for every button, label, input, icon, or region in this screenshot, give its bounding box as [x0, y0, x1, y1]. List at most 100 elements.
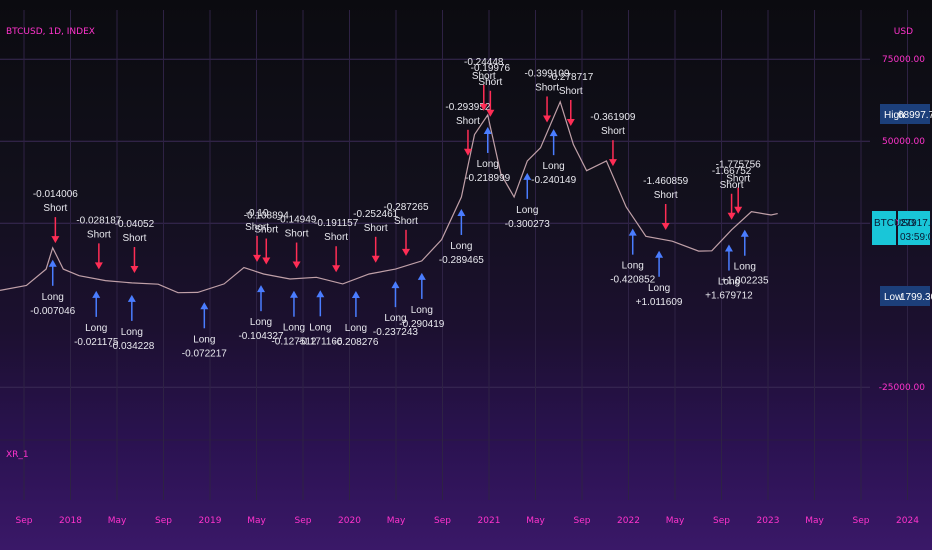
short-value: -0.04052 — [115, 219, 155, 230]
short-value: -0.252461 — [353, 209, 398, 220]
long-label: Long — [543, 161, 565, 172]
x-tick-label: 2020 — [338, 516, 361, 526]
long-arrowhead — [417, 272, 426, 280]
long-value: -0.072217 — [182, 348, 227, 359]
x-tick-label: Sep — [574, 516, 591, 526]
long-value: +1.802235 — [721, 276, 769, 287]
short-label: Short — [535, 82, 559, 93]
long-arrowhead — [200, 302, 209, 310]
indicator-label: XR_1 — [6, 450, 29, 460]
short-value: -1.775756 — [716, 160, 761, 171]
long-signal: Long -0.218999 — [465, 126, 511, 184]
long-arrowhead — [391, 281, 400, 289]
long-label: Long — [309, 322, 331, 333]
x-tick-label: 2021 — [478, 516, 501, 526]
long-signal: Long -0.208276 — [333, 290, 379, 348]
short-value: -1.460859 — [643, 176, 688, 187]
long-arrowhead — [257, 285, 265, 293]
y-tick-label: 50000.00 — [882, 137, 925, 147]
long-label: Long — [283, 323, 305, 334]
long-label: Long — [734, 262, 756, 273]
long-value: -0.208276 — [333, 337, 378, 348]
x-tick-label: 2024 — [896, 516, 919, 526]
current-tag-symbol: BTCUSD — [874, 218, 915, 229]
short-value: -0.399109 — [525, 68, 570, 79]
high-tag-label: High — [884, 110, 905, 121]
short-value: -0.361909 — [590, 112, 635, 123]
short-arrowhead — [94, 262, 103, 270]
y-unit-label: USD — [894, 27, 913, 37]
x-tick-label: Sep — [295, 516, 312, 526]
long-arrowhead — [549, 129, 558, 137]
short-arrowhead — [402, 248, 410, 256]
x-tick-label: 2022 — [617, 516, 640, 526]
long-arrowhead — [655, 250, 664, 258]
x-tick-label: May — [666, 516, 685, 526]
long-label: Long — [42, 292, 64, 303]
short-label: Short — [456, 116, 480, 127]
long-label: Long — [121, 327, 143, 338]
short-signal: -0.361909 Short — [590, 112, 636, 167]
long-arrowhead — [483, 126, 492, 134]
long-label: Long — [648, 283, 670, 294]
short-signal: -0.028187 Short — [76, 215, 122, 270]
short-label: Short — [601, 126, 625, 137]
long-label: Long — [193, 334, 215, 345]
long-label: Long — [345, 323, 367, 334]
long-signal: Long -0.237243 — [373, 281, 418, 338]
high-tag-value: 68997.75 — [898, 110, 932, 121]
long-label: Long — [85, 323, 107, 334]
long-value: -0.171166 — [298, 336, 343, 347]
long-value: -0.289465 — [439, 255, 484, 266]
long-arrowhead — [92, 290, 101, 298]
short-label: Short — [720, 180, 744, 191]
x-tick-label: May — [805, 516, 824, 526]
x-tick-label: May — [526, 516, 545, 526]
short-arrowhead — [486, 109, 495, 117]
short-signal: -0.278717 Short — [548, 72, 594, 126]
long-signal: Long -0.240149 — [531, 129, 577, 186]
x-tick-label: May — [387, 516, 406, 526]
short-arrowhead — [727, 212, 736, 220]
short-arrowhead — [463, 148, 472, 156]
long-value: +1.679712 — [705, 291, 753, 302]
short-value: -0.191157 — [314, 218, 359, 229]
long-signal: Long +1.679712 — [705, 244, 753, 302]
short-signal: -0.293952 Short — [445, 102, 491, 156]
y-tick-label: 75000.00 — [882, 55, 925, 65]
short-signal: -0.252461 Short — [353, 209, 399, 263]
long-label: Long — [477, 159, 499, 170]
long-signal: Long +1.011609 — [636, 250, 683, 308]
short-signal: -0.10 Short — [245, 208, 269, 262]
x-tick-label: May — [108, 516, 127, 526]
short-signal: -0.191157 Short — [314, 218, 359, 273]
signal-annotations: Long-0.007046-0.014006ShortLong-0.021175… — [30, 57, 769, 359]
long-arrowhead — [740, 229, 749, 237]
x-tick-label: 2018 — [59, 516, 82, 526]
short-arrowhead — [543, 115, 552, 123]
x-tick-label: 2023 — [757, 516, 780, 526]
short-arrowhead — [608, 159, 617, 167]
long-value: -0.240149 — [531, 175, 576, 186]
x-tick-label: Sep — [155, 516, 172, 526]
short-arrowhead — [292, 261, 301, 269]
short-value: -0.278717 — [548, 72, 593, 83]
long-signal: Long -0.034228 — [109, 294, 155, 352]
long-label: Long — [516, 205, 538, 216]
short-label: Short — [394, 216, 418, 227]
long-signal: Long -0.300273 — [505, 172, 550, 230]
short-value: -0.028187 — [76, 215, 121, 226]
short-label: Short — [654, 190, 678, 201]
low-price-tag: Low 1799.30 — [880, 286, 932, 306]
short-value: -1.66752 — [712, 166, 752, 177]
long-signal: Long -0.072217 — [182, 302, 227, 359]
short-signal: -0.287265 Short — [383, 202, 429, 256]
long-value: -0.034228 — [109, 341, 154, 352]
current-price-tag: BTCUSD 27917.00 03:59:06 — [872, 211, 932, 245]
long-arrowhead — [289, 290, 298, 298]
short-label: Short — [472, 71, 496, 82]
short-label: Short — [726, 174, 750, 185]
